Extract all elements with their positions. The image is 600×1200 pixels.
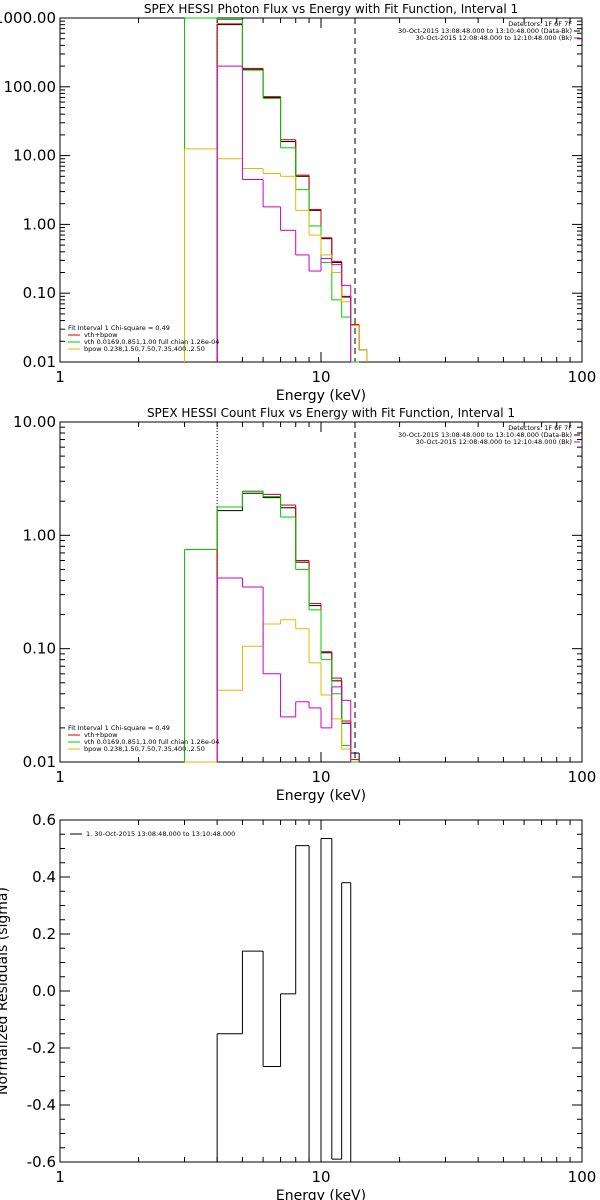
- y-tick-label: 1.00: [23, 526, 56, 544]
- x-tick-label: 10: [311, 1168, 330, 1186]
- info-line: Detectors: 1F 6F 7F: [508, 20, 572, 28]
- y-tick-label: 100.00: [4, 78, 57, 96]
- y-tick-label: 10.00: [13, 413, 56, 431]
- x-tick-label: 1: [55, 1168, 65, 1186]
- y-tick-label: 0.4: [32, 868, 56, 886]
- fit-info-line: bpow 0.238,1.50,7.50,7.35,400.,2.50: [84, 345, 205, 353]
- x-tick-label: 10: [311, 768, 330, 786]
- series-data: [216, 492, 360, 762]
- y-tick-label: 0.10: [23, 284, 56, 302]
- series-bk: [216, 65, 352, 362]
- chart-title: SPEX HESSI Count Flux vs Energy with Fit…: [147, 406, 515, 420]
- series-total: [216, 490, 360, 762]
- fit-info-line: Fit Interval 1 Chi-square = 0.49: [68, 724, 170, 732]
- series-bpow: [184, 148, 368, 362]
- y-tick-label: 0.01: [23, 353, 56, 371]
- y-tick-label: 0.10: [23, 640, 56, 658]
- info-line: 30-Oct-2015 12:08:48.000 to 12:10:48.000…: [416, 34, 572, 42]
- fit-info-line: vth 0.0169,0.851,1.00 full chian 1.26e-0…: [84, 338, 219, 346]
- chart-title: SPEX HESSI Photon Flux vs Energy with Fi…: [144, 2, 518, 16]
- x-tick-label: 10: [311, 368, 330, 386]
- series-total: [216, 23, 368, 362]
- y-axis-label: Normalized Residuals (sigma): [0, 887, 11, 1095]
- series-vth: [184, 17, 360, 363]
- info-line: 30-Oct-2015 12:08:48.000 to 12:10:48.000…: [416, 438, 572, 446]
- fit-info-line: Fit Interval 1 Chi-square = 0.49: [68, 324, 170, 332]
- series-1-30-oct-2015-13-08-48-000-to-13-10-48-000: [216, 838, 352, 1163]
- y-tick-label: 10.00: [13, 147, 56, 165]
- y-tick-label: 0.2: [32, 925, 56, 943]
- x-axis-label: Energy (keV): [276, 388, 366, 404]
- y-tick-label: 1.00: [23, 215, 56, 233]
- plot-frame: [59, 17, 583, 363]
- legend-entry: 1. 30-Oct-2015 13:08:48.000 to 13:10:48.…: [86, 830, 235, 838]
- y-tick-label: 0.01: [23, 753, 56, 771]
- fit-info-line: vth+bpow: [84, 331, 118, 339]
- fit-info-line: bpow 0.238,1.50,7.50,7.35,400.,2.50: [84, 745, 205, 753]
- y-tick-label: -0.4: [27, 1096, 56, 1114]
- x-tick-label: 100: [568, 768, 597, 786]
- x-axis-label: Energy (keV): [276, 788, 366, 804]
- x-tick-label: 1: [55, 368, 65, 386]
- y-tick-label: 0.0: [32, 982, 56, 1000]
- series-bk: [216, 577, 352, 762]
- fit-info-line: vth+bpow: [84, 731, 118, 739]
- series-vth: [184, 490, 360, 763]
- x-tick-label: 1: [55, 768, 65, 786]
- info-line: 30-Oct-2015 13:08:48.000 to 13:10:48.000…: [398, 27, 572, 35]
- series-data: [216, 24, 368, 362]
- y-tick-label: -0.6: [27, 1153, 56, 1171]
- info-line: Detectors: 1F 6F 7F: [508, 424, 572, 432]
- x-tick-label: 100: [568, 368, 597, 386]
- y-tick-label: 1000.00: [0, 9, 56, 27]
- y-tick-label: 0.6: [32, 811, 56, 829]
- x-axis-label: Energy (keV): [276, 1188, 366, 1200]
- fit-info-line: vth 0.0169,0.851,1.00 full chian 1.26e-0…: [84, 738, 219, 746]
- x-tick-label: 100: [568, 1168, 597, 1186]
- info-line: 30-Oct-2015 13:08:48.000 to 13:10:48.000…: [398, 431, 572, 439]
- y-tick-label: -0.2: [27, 1039, 56, 1057]
